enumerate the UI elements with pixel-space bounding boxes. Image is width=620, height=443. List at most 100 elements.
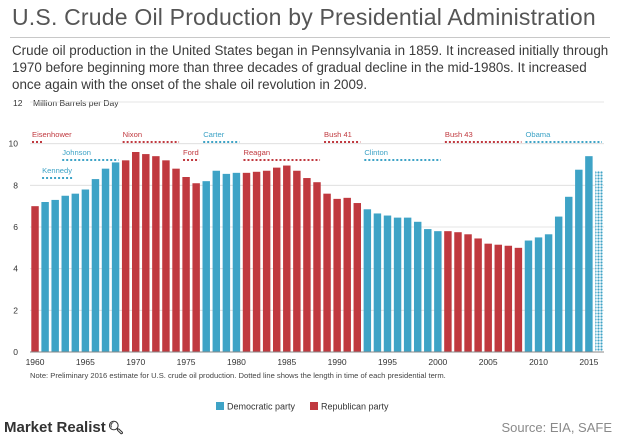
bar-1965 — [81, 189, 90, 352]
bar-1981 — [242, 172, 251, 352]
bar-2012 — [554, 216, 563, 352]
bar-1973 — [162, 160, 170, 352]
x-tick-label: 2000 — [428, 357, 447, 367]
president-label: Kennedy — [42, 166, 72, 175]
y-tick-label: 4 — [13, 264, 18, 274]
bar-2006 — [494, 244, 502, 352]
magnifier-icon: 🔍︎ — [107, 420, 125, 435]
x-tick-label: 2015 — [579, 357, 598, 367]
bar-1966 — [91, 179, 100, 352]
legend-label-democratic: Democratic party — [227, 402, 296, 412]
bar-1969 — [121, 160, 130, 352]
bar-1970 — [132, 152, 140, 352]
y-tick-label: 8 — [13, 180, 18, 190]
title-divider — [10, 37, 610, 38]
y-axis-ticks: 0 2 4 6 8 10 12 — [9, 98, 23, 357]
president-label: Johnson — [62, 148, 91, 157]
x-tick-label: 1975 — [177, 357, 196, 367]
legend-swatch-republican — [310, 402, 318, 410]
bar-1989 — [323, 193, 331, 352]
president-terms: Eisenhower Kennedy Johnson Nixon Ford Carter R… — [32, 130, 602, 179]
bar-1986 — [293, 170, 301, 352]
president-label: Reagan — [243, 148, 270, 157]
bar-1991 — [343, 197, 351, 352]
bar-1963 — [61, 195, 69, 352]
bar-2015 — [585, 156, 593, 352]
bar-1960 — [31, 206, 39, 352]
bar-1994 — [373, 213, 382, 352]
bar-1997 — [403, 217, 412, 352]
bar-1968 — [111, 162, 120, 352]
bar-2013 — [565, 196, 573, 352]
legend-label-republican: Republican party — [321, 402, 389, 412]
president-label: Ford — [183, 148, 199, 157]
y-tick-label: 2 — [13, 305, 18, 315]
president-label: Bush 41 — [324, 130, 352, 139]
x-tick-label: 1970 — [126, 357, 145, 367]
x-tick-label: 2010 — [529, 357, 548, 367]
x-tick-label: 1960 — [26, 357, 45, 367]
source-note: Source: EIA, SAFE — [501, 420, 612, 435]
bar-2009 — [524, 240, 533, 352]
bar-1979 — [222, 173, 231, 352]
logo-text: Market Realist — [4, 419, 106, 436]
president-label: Eisenhower — [32, 130, 72, 139]
bar-1996 — [393, 217, 402, 352]
bar-2001 — [444, 231, 452, 352]
y-axis-label: Million Barrels per Day — [33, 98, 119, 108]
bar-2002 — [454, 232, 462, 352]
bar-1992 — [353, 203, 362, 352]
bar-1961 — [41, 202, 49, 352]
president-label: Clinton — [364, 148, 388, 157]
bar-1987 — [303, 178, 311, 352]
chart-note: Note: Preliminary 2016 estimate for U.S.… — [30, 371, 446, 380]
bar-2003 — [464, 234, 472, 352]
bar-1995 — [383, 215, 392, 352]
x-tick-label: 1965 — [76, 357, 95, 367]
legend-swatch-democratic — [216, 402, 224, 410]
bar-1974 — [172, 168, 180, 352]
bar-1990 — [333, 198, 341, 352]
bar-2014 — [575, 169, 583, 352]
bar-1975 — [182, 177, 190, 352]
x-tick-label: 1995 — [378, 357, 397, 367]
bar-1962 — [51, 199, 59, 352]
bar-1964 — [71, 193, 80, 352]
bar-2011 — [544, 234, 553, 352]
legend: Democratic party Republican party — [216, 402, 389, 412]
bar-2004 — [474, 238, 482, 352]
x-tick-label: 1980 — [227, 357, 246, 367]
bar-1984 — [272, 167, 281, 352]
x-tick-label: 1985 — [277, 357, 296, 367]
bar-1998 — [413, 221, 422, 352]
chart-subtitle: Crude oil production in the United State… — [12, 43, 609, 92]
bar-1985 — [283, 165, 291, 352]
y-tick-label: 10 — [9, 139, 19, 149]
bar-1999 — [424, 229, 432, 352]
bar-1977 — [202, 181, 210, 352]
bars — [31, 152, 603, 352]
y-tick-label: 0 — [13, 347, 18, 357]
bar-1972 — [152, 156, 160, 352]
bar-2005 — [484, 243, 492, 352]
bar-1988 — [313, 182, 321, 352]
bar-1978 — [212, 170, 221, 352]
president-label: Bush 43 — [445, 130, 473, 139]
y-tick-label: 6 — [13, 222, 18, 232]
president-label: Carter — [203, 130, 225, 139]
bar-1980 — [232, 172, 241, 352]
x-tick-label: 2005 — [479, 357, 498, 367]
bar-1983 — [262, 170, 271, 352]
x-tick-label: 1990 — [328, 357, 347, 367]
bar-1993 — [363, 209, 372, 352]
bar-2000 — [434, 231, 442, 352]
bar-2008 — [514, 247, 523, 352]
bar-2010 — [534, 237, 543, 352]
bar-1967 — [101, 168, 110, 352]
bar-2016 — [595, 170, 603, 352]
president-label: Nixon — [123, 130, 142, 139]
president-label: Obama — [525, 130, 551, 139]
bar-1976 — [192, 183, 200, 352]
bar-1971 — [142, 154, 150, 352]
logo: Market Realist 🔍︎ — [4, 419, 124, 436]
